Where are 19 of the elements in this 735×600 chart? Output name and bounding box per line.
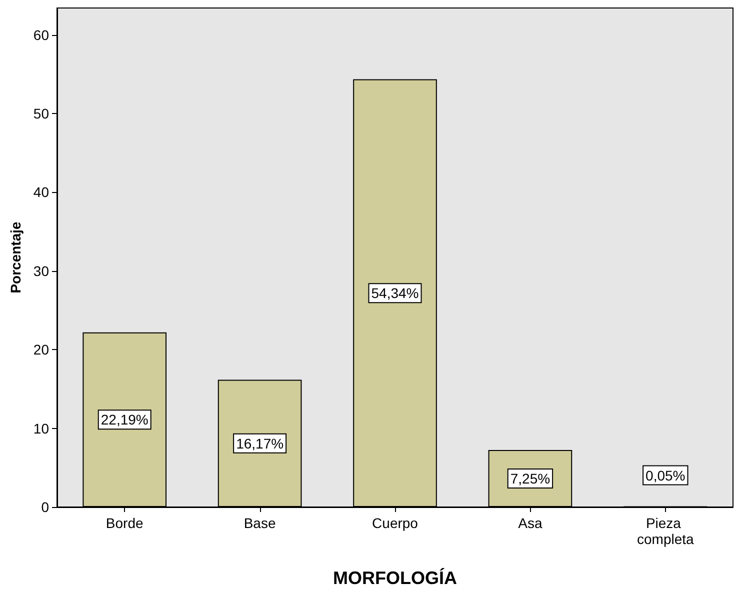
y-tick-label: 10 [33,420,50,436]
data-label: 0,05% [646,467,686,484]
data-label: 54,34% [371,285,419,302]
x-tick-label: Borde [106,515,144,531]
data-label: 7,25% [510,470,550,486]
y-tick-label: 30 [33,262,50,279]
y-tick-label: 60 [33,26,50,43]
data-label: 22,19% [100,412,148,428]
x-tick-label: Asa [518,515,542,531]
y-tick-label: 40 [33,184,50,200]
x-axis-title: MORFOLOGÍA [333,568,457,588]
y-tick-label: 20 [33,342,50,358]
x-tick-label: Base [244,515,276,531]
y-axis-title: Porcentaje [8,221,24,294]
y-tick-label: 0 [41,499,50,515]
y-tick-label: 50 [33,105,50,122]
data-label: 16,17% [236,435,284,452]
x-tick-label: Cuerpo [372,515,418,531]
x-tick-label: Pieza completa [636,515,694,547]
